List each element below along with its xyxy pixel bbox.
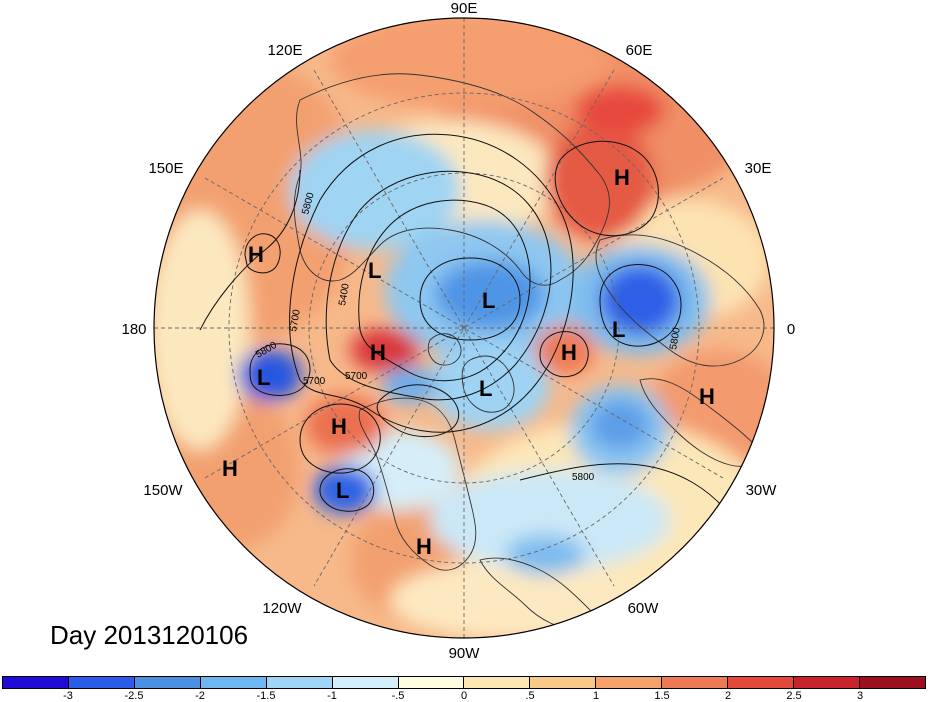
colorbar-swatch xyxy=(662,677,729,688)
colorbar-tick-label: -1 xyxy=(327,690,337,702)
colorbar-swatch xyxy=(728,677,795,688)
lon-label-30w: 30W xyxy=(746,482,778,499)
colorbar-tick-label: -1.5 xyxy=(256,690,276,702)
map-title: Day 2013120106 xyxy=(50,620,249,650)
colorbar-tick-label: 2 xyxy=(724,690,732,702)
colorbar-swatch xyxy=(398,677,465,688)
colorbar-tick-label: 3 xyxy=(856,690,864,702)
colorbar-tick-label: -.5 xyxy=(391,690,405,702)
lon-label-150w: 150W xyxy=(143,482,183,499)
colorbar-swatch xyxy=(464,677,531,688)
low-pressure-label: L xyxy=(368,258,381,283)
lon-label-0: 0 xyxy=(787,321,795,338)
high-pressure-label: H xyxy=(222,456,238,481)
high-pressure-label: H xyxy=(699,384,715,409)
high-pressure-label: H xyxy=(561,340,577,365)
colorbar xyxy=(2,676,926,689)
low-pressure-label: L xyxy=(612,317,625,342)
colorbar-tick-label: .5 xyxy=(525,690,535,702)
colorbar-tick-label: -3 xyxy=(63,690,73,702)
lon-label-60e: 60E xyxy=(626,42,653,59)
colorbar-tick-label: 1 xyxy=(592,690,600,702)
contour-label: 5700 xyxy=(345,371,368,382)
lon-label-120w: 120W xyxy=(262,600,302,617)
colorbar-tick-label: 1.5 xyxy=(654,690,670,702)
high-pressure-label: H xyxy=(614,165,630,190)
high-pressure-label: H xyxy=(331,414,347,439)
colorbar-tick-label: -2 xyxy=(195,690,205,702)
high-pressure-label: H xyxy=(416,534,432,559)
colorbar-tick-label: 2.5 xyxy=(786,690,802,702)
colorbar-swatch xyxy=(68,677,135,688)
low-pressure-label: L xyxy=(336,478,349,503)
high-pressure-label: H xyxy=(370,340,386,365)
contour-label: 5800 xyxy=(572,472,595,483)
colorbar-swatch xyxy=(859,677,925,688)
colorbar-swatch xyxy=(266,677,333,688)
contour-label: 5400 xyxy=(337,282,352,306)
high-pressure-label: H xyxy=(248,242,264,267)
lon-label-90w: 90W xyxy=(449,645,481,662)
lon-label-180: 180 xyxy=(121,321,146,338)
colorbar-swatch xyxy=(200,677,267,688)
colorbar-tick-label: -2.5 xyxy=(124,690,144,702)
contour-label: 5700 xyxy=(303,376,326,387)
pressure-centers: H L L H H L L H L H H L H H L H xyxy=(222,165,715,559)
colorbar-swatch xyxy=(530,677,597,688)
lon-label-60w: 60W xyxy=(628,600,660,617)
low-pressure-label: L xyxy=(479,376,492,401)
contour-label: 5700 xyxy=(288,308,303,332)
colorbar-swatch xyxy=(596,677,663,688)
lon-label-90e: 90E xyxy=(451,0,478,17)
contour-label: 5800 xyxy=(668,326,683,350)
low-pressure-label: L xyxy=(257,365,270,390)
colorbar-swatch xyxy=(332,677,399,688)
lon-label-150e: 150E xyxy=(148,160,183,177)
anomaly-field xyxy=(154,18,774,638)
lon-label-30e: 30E xyxy=(745,160,772,177)
colorbar-swatch xyxy=(3,677,69,688)
colorbar-swatch xyxy=(794,677,860,688)
height-contours xyxy=(199,133,731,516)
map-border xyxy=(153,17,775,639)
low-pressure-label: L xyxy=(482,288,495,313)
lon-label-120e: 120E xyxy=(267,42,302,59)
colorbar-tick-label: 0 xyxy=(460,690,468,702)
colorbar-swatch xyxy=(134,677,201,688)
longitude-labels: 90E 120E 60E 150E 30E 180 0 150W 30W 120… xyxy=(121,0,795,662)
